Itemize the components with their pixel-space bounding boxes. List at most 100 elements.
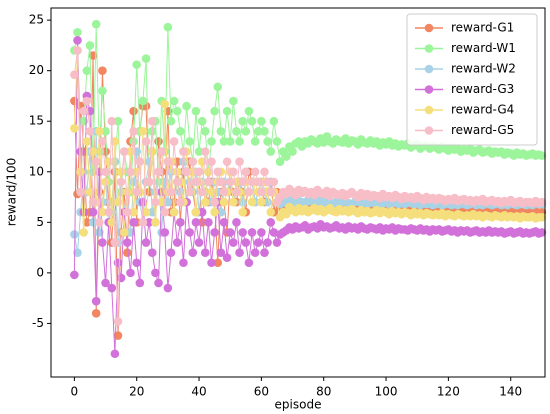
point <box>91 157 101 166</box>
point <box>219 197 229 207</box>
point <box>163 283 173 293</box>
point <box>73 248 82 257</box>
point <box>229 96 238 106</box>
point <box>70 124 79 133</box>
legend-label: reward-G1 <box>451 21 514 35</box>
point <box>172 238 182 247</box>
point <box>275 157 285 166</box>
point <box>82 218 92 227</box>
point <box>151 197 160 207</box>
point <box>191 177 201 187</box>
point <box>200 248 210 257</box>
point <box>197 116 207 126</box>
point <box>238 197 247 207</box>
point <box>101 177 110 187</box>
point <box>82 66 92 75</box>
point <box>101 127 110 136</box>
point <box>88 197 98 207</box>
point <box>110 238 120 247</box>
legend: reward-G1 reward-W1 reward-W2 reward-G3 rewa… <box>406 13 538 146</box>
point <box>225 177 235 187</box>
legend-label: reward-G4 <box>451 103 514 117</box>
point <box>129 106 138 116</box>
point <box>213 258 223 268</box>
point <box>138 218 148 227</box>
point <box>160 99 170 109</box>
point <box>257 228 266 237</box>
point <box>107 283 117 293</box>
point <box>144 218 154 227</box>
point <box>232 187 241 197</box>
point <box>179 258 188 268</box>
legend-marker <box>424 105 434 115</box>
point <box>73 27 82 37</box>
point <box>537 197 547 207</box>
point <box>225 228 235 237</box>
point <box>132 60 142 69</box>
point <box>98 86 107 96</box>
point <box>123 248 132 257</box>
point <box>91 309 101 318</box>
point <box>253 177 263 187</box>
point <box>95 127 104 136</box>
point <box>247 197 257 207</box>
point <box>172 106 182 116</box>
point <box>70 230 79 239</box>
point <box>73 46 82 55</box>
point <box>160 228 170 237</box>
point <box>85 41 95 50</box>
x-tick-label: 60 <box>254 385 269 399</box>
x-axis-label: episode <box>275 398 322 412</box>
point <box>241 127 251 136</box>
point <box>101 278 110 288</box>
point <box>154 278 163 288</box>
point <box>207 258 216 268</box>
point <box>101 167 110 177</box>
axes-frame <box>50 7 546 378</box>
point <box>250 167 260 177</box>
point <box>126 167 135 177</box>
point <box>116 273 126 283</box>
point <box>235 248 244 257</box>
point <box>537 228 547 237</box>
point <box>222 157 232 166</box>
point <box>219 187 229 197</box>
point <box>107 116 117 126</box>
point <box>129 137 138 146</box>
point <box>185 137 194 146</box>
point <box>179 147 188 156</box>
point <box>537 212 547 222</box>
point <box>257 197 266 207</box>
point <box>104 207 113 217</box>
point <box>138 127 148 136</box>
point <box>210 106 219 116</box>
point <box>269 177 279 187</box>
point <box>88 207 98 217</box>
point <box>250 137 260 146</box>
point <box>129 127 138 136</box>
x-tick-label: 80 <box>316 385 331 399</box>
point <box>91 296 101 306</box>
point <box>260 167 269 177</box>
point <box>73 36 82 45</box>
y-tick-label: 10 <box>29 164 44 178</box>
point <box>263 238 272 247</box>
point <box>266 147 276 156</box>
point <box>135 278 145 288</box>
point <box>166 187 176 197</box>
point <box>151 218 160 227</box>
point <box>204 177 213 187</box>
point <box>147 248 157 257</box>
point <box>194 167 204 177</box>
y-tick-label: 0 <box>36 265 44 279</box>
point <box>232 218 241 227</box>
point <box>263 177 272 187</box>
point <box>197 207 207 217</box>
legend-label: reward-W2 <box>451 62 516 76</box>
point <box>200 197 210 207</box>
point <box>247 177 257 187</box>
point <box>210 228 219 237</box>
y-tick-label: 25 <box>29 13 44 27</box>
point <box>76 187 85 197</box>
point <box>282 152 291 161</box>
